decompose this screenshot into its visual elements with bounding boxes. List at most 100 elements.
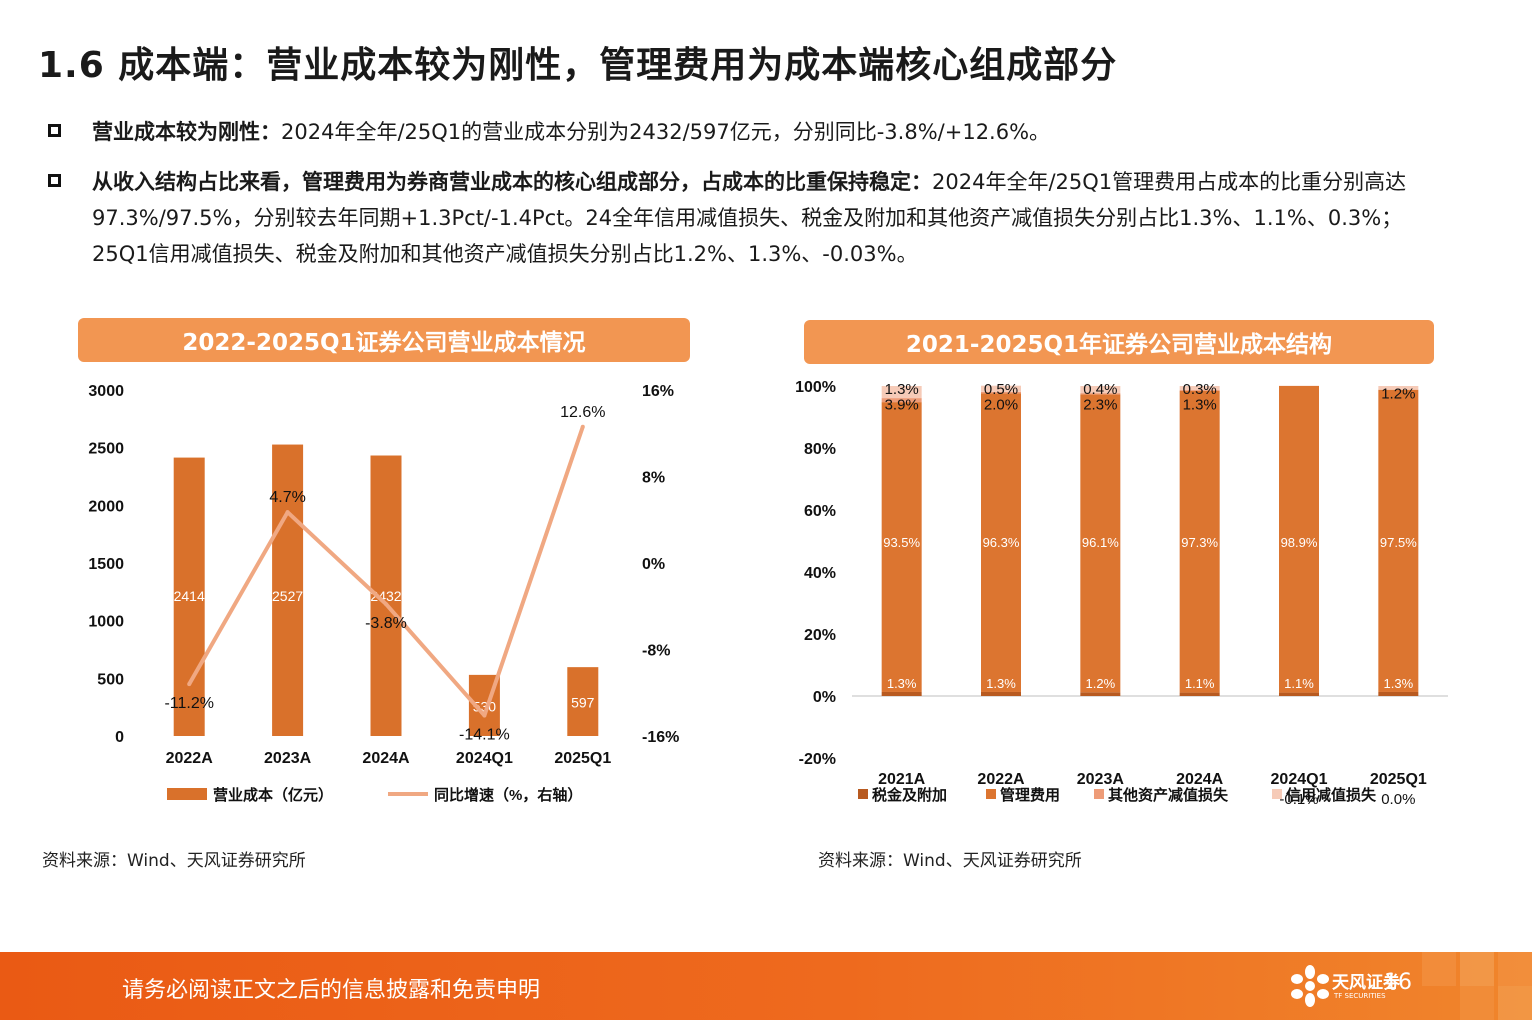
x-axis-tick-label: 2024Q1 bbox=[456, 750, 513, 767]
segment-2024Q1-税金及附加 bbox=[1279, 692, 1319, 696]
line-point-2024A bbox=[384, 602, 388, 607]
segment-2024Q1-管理费用 bbox=[1279, 386, 1319, 693]
y-axis-tick-label: -20% bbox=[799, 751, 836, 768]
y2-axis-tick-label: -8% bbox=[642, 643, 670, 660]
segment-2025Q1-信用减值损失 bbox=[1378, 386, 1419, 390]
bar-2022A bbox=[173, 457, 205, 736]
bullet-cost-rigidity: 营业成本较为刚性：2024年全年/25Q1的营业成本分别为2432/597亿元，… bbox=[48, 114, 1452, 150]
segment-2023A-信用减值损失 bbox=[1080, 386, 1121, 394]
segment-2025Q1-税金及附加 bbox=[1378, 691, 1419, 696]
label-tax: 1.1% bbox=[1284, 676, 1314, 691]
y-axis-tick-label: 500 bbox=[97, 671, 124, 688]
legend-label-bar: 营业成本（亿元） bbox=[213, 786, 333, 804]
legend-swatch-0 bbox=[858, 789, 868, 799]
x-axis-tick-label: 2022A bbox=[166, 750, 214, 767]
y2-axis-tick-label: 0% bbox=[642, 556, 665, 573]
legend-swatch-2 bbox=[1094, 789, 1104, 799]
legend-swatch-3 bbox=[1272, 789, 1282, 799]
legend-label: 信用减值损失 bbox=[1286, 786, 1377, 804]
legend-label-line: 同比增速（%，右轴） bbox=[434, 786, 582, 804]
x-axis-tick-label: 2021A bbox=[878, 771, 926, 788]
x-axis-tick-label: 2024A bbox=[1176, 771, 1224, 788]
x-axis-tick-label: 2023A bbox=[1077, 771, 1125, 788]
segment-2024A-其他资产减值损失 bbox=[1179, 390, 1220, 391]
segment-2022A-其他资产减值损失 bbox=[981, 391, 1021, 394]
flower-logo-icon bbox=[1291, 965, 1329, 1007]
y-axis-tick-label: 2500 bbox=[88, 441, 124, 458]
line-point-2025Q1 bbox=[580, 424, 585, 429]
segment-2021A-税金及附加 bbox=[881, 691, 922, 696]
segment-2024A-税金及附加 bbox=[1179, 692, 1220, 696]
line-point-2023A bbox=[285, 510, 290, 515]
x-axis-sublabel: -0.1% bbox=[1279, 791, 1318, 808]
segment-2021A-其他资产减值损失 bbox=[881, 398, 922, 403]
legend-swatch-1 bbox=[986, 789, 996, 799]
segment-2021A-信用减值损失 bbox=[881, 386, 922, 399]
line-point-2022A bbox=[187, 682, 192, 687]
y-axis-tick-label: 1000 bbox=[88, 614, 124, 631]
line-value-label: 12.6% bbox=[560, 404, 605, 421]
segment-2024A-管理费用 bbox=[1179, 390, 1220, 693]
brand-name-en: TF SECURITIES bbox=[1334, 992, 1386, 1000]
x-axis-sublabel: 0.0% bbox=[1381, 791, 1415, 808]
label-tax: 1.2% bbox=[1086, 676, 1116, 691]
y-axis-tick-label: 60% bbox=[804, 503, 836, 520]
legend-label: 其他资产减值损失 bbox=[1108, 786, 1229, 804]
segment-2024A-信用减值损失 bbox=[1179, 386, 1220, 391]
segment-2023A-其他资产减值损失 bbox=[1080, 393, 1121, 395]
label-credit: 3.9% bbox=[885, 397, 919, 414]
page-title: 1.6 成本端：营业成本较为刚性，管理费用为成本端核心组成部分 bbox=[38, 45, 1118, 86]
line-value-label: 4.7% bbox=[269, 489, 305, 506]
segment-2023A-管理费用 bbox=[1080, 394, 1121, 693]
x-axis-tick-label: 2022A bbox=[977, 771, 1025, 788]
x-axis-tick-label: 2025Q1 bbox=[554, 750, 611, 767]
bar-value-label: 2414 bbox=[174, 588, 205, 604]
chart1-title: 2022-2025Q1证券公司营业成本情况 bbox=[78, 318, 690, 362]
segment-2025Q1-管理费用 bbox=[1378, 389, 1419, 692]
y-axis-tick-label: 0% bbox=[813, 689, 836, 706]
label-mgmt: 98.9% bbox=[1281, 535, 1318, 550]
label-mgmt: 93.5% bbox=[883, 535, 920, 550]
y-axis-tick-label: 100% bbox=[795, 379, 836, 396]
cost-structure-stacked-chart: -20%0%20%40%60%80%100%1.3%93.5%1.3%3.9%2… bbox=[795, 379, 1448, 808]
label-mgmt: 96.1% bbox=[1082, 535, 1119, 550]
bullet-body: 2024年全年/25Q1的营业成本分别为2432/597亿元，分别同比-3.8%… bbox=[281, 120, 1051, 144]
line-point-2024Q1 bbox=[482, 713, 487, 718]
label-credit: 2.3% bbox=[1083, 397, 1117, 414]
segment-2022A-税金及附加 bbox=[981, 691, 1021, 696]
page-number: 16 bbox=[1384, 970, 1412, 995]
source-note-left: 资料来源：Wind、天风证券研究所 bbox=[42, 851, 306, 871]
y-axis-tick-label: 1500 bbox=[88, 556, 124, 573]
y-axis-tick-label: 20% bbox=[804, 627, 836, 644]
x-axis-tick-label: 2024A bbox=[362, 750, 410, 767]
bullet-heading: 从收入结构占比来看，管理费用为券商营业成本的核心组成部分，占成本的比重保持稳定： bbox=[92, 170, 932, 194]
label-other-asset: 0.4% bbox=[1083, 381, 1117, 398]
y2-axis-tick-label: 8% bbox=[642, 470, 665, 487]
chart2-title: 2021-2025Q1年证券公司营业成本结构 bbox=[804, 320, 1434, 364]
segment-2022A-信用减值损失 bbox=[981, 385, 1021, 392]
label-credit: 1.3% bbox=[1183, 397, 1217, 414]
bullet-heading: 营业成本较为刚性： bbox=[92, 120, 281, 144]
y2-axis-tick-label: 16% bbox=[642, 383, 674, 400]
cost-bar-line-chart: 0 500 1000 1500 2000 2500 3000 -16% -8% 0% 8% 16% 24… bbox=[88, 383, 679, 804]
label-tax: 1.3% bbox=[887, 676, 917, 691]
bar-2023A bbox=[272, 444, 304, 736]
bar-2025Q1 bbox=[567, 667, 599, 736]
label-tax: 1.3% bbox=[1384, 676, 1414, 691]
y-axis-tick-label: 3000 bbox=[88, 383, 124, 400]
bullet-body: 2024年全年/25Q1管理费用占成本的比重分别高达97.3%/97.5%，分别… bbox=[92, 170, 1407, 266]
label-tax: 1.3% bbox=[986, 676, 1016, 691]
footer-decoration bbox=[1422, 952, 1532, 1020]
disclaimer-text: 请务必阅读正文之后的信息披露和免责申明 bbox=[122, 978, 541, 1003]
bar-value-label: 597 bbox=[571, 695, 595, 711]
label-other-asset: 1.3% bbox=[885, 381, 919, 398]
label-mgmt: 96.3% bbox=[983, 535, 1020, 550]
segment-2023A-税金及附加 bbox=[1080, 692, 1121, 696]
footer-bar: 请务必阅读正文之后的信息披露和免责申明 天风证券 TF SECURITIES 1… bbox=[0, 952, 1532, 1020]
y-axis-tick-label: 40% bbox=[804, 565, 836, 582]
line-value-label: -11.2% bbox=[164, 695, 214, 712]
line-value-label: -3.8% bbox=[365, 615, 407, 632]
bullet-square-icon bbox=[48, 174, 61, 187]
segment-2022A-管理费用 bbox=[981, 393, 1021, 692]
bullet-square-icon bbox=[48, 124, 61, 137]
